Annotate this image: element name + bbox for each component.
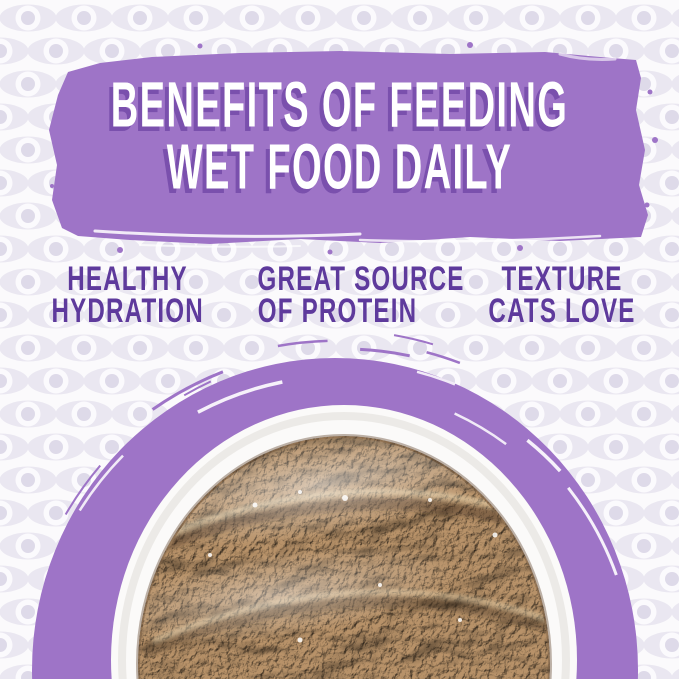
bowl-rim-shading [118,412,570,679]
banner-brush-gaps [93,52,617,248]
page-title: BENEFITS OF FEEDING WET FOOD DAILY [0,69,679,202]
banner-shape [49,51,648,244]
benefit-text: GREAT SOURCE [257,258,465,299]
pate-edge-shadow [136,434,552,679]
brush-stroke-lines-outer [0,328,679,679]
brush-stroke-lines-inner [30,361,640,679]
benefit-item-protein: GREAT SOURCE OF PROTEIN [235,258,465,331]
benefit-item-texture: TEXTURE CATS LOVE [462,258,662,331]
banner-splatter [50,42,658,255]
benefit-text: HYDRATION [51,290,204,331]
benefit-text: HEALTHY [67,258,188,299]
benefit-text: OF PROTEIN [257,290,418,331]
benefit-item-hydration: HEALTHY HYDRATION [30,258,225,331]
benefit-text: TEXTURE [501,258,623,299]
benefit-text: CATS LOVE [488,290,636,331]
title-line-2: WET FOOD DAILY [166,130,513,203]
title-banner-brushstroke [49,42,658,255]
title-line-1: BENEFITS OF FEEDING [110,68,569,141]
